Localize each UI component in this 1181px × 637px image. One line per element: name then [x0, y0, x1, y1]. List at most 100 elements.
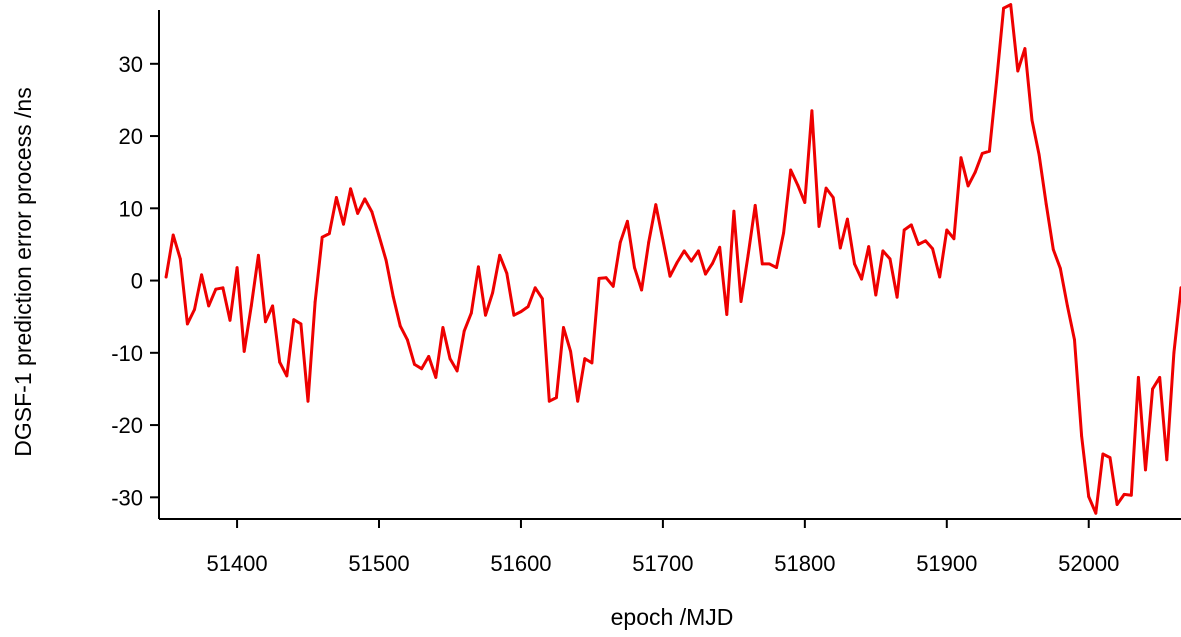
- x-tick-label: 52000: [1058, 551, 1119, 576]
- data-point: [824, 186, 828, 190]
- data-point: [370, 210, 374, 214]
- data-point: [831, 196, 835, 199]
- data-point: [966, 184, 970, 188]
- data-point: [689, 259, 693, 263]
- data-point: [413, 363, 416, 366]
- data-point: [1066, 304, 1069, 308]
- data-point: [221, 286, 225, 290]
- data-point: [342, 222, 345, 226]
- data-point: [576, 399, 580, 403]
- data-point: [626, 219, 629, 223]
- data-point: [434, 376, 438, 379]
- data-point: [796, 183, 800, 187]
- data-point: [789, 168, 793, 172]
- data-point: [590, 361, 594, 365]
- data-point: [1009, 3, 1013, 6]
- data-point: [711, 261, 714, 265]
- data-point: [1037, 153, 1041, 157]
- data-point: [902, 228, 906, 232]
- data-point: [917, 243, 920, 246]
- x-tick-label: 51700: [632, 551, 693, 576]
- data-point: [1115, 503, 1119, 506]
- data-point: [1137, 376, 1140, 379]
- data-point: [512, 313, 516, 317]
- data-point: [1101, 452, 1105, 456]
- data-point: [193, 308, 196, 311]
- y-ticks: -30 -20 -10 0 10 20 30: [111, 52, 159, 510]
- data-point: [1122, 493, 1126, 496]
- data-point: [271, 304, 274, 308]
- data-point: [697, 249, 700, 253]
- data-point: [455, 369, 459, 373]
- data-point: [448, 357, 452, 360]
- data-point: [803, 201, 807, 204]
- data-point: [1073, 338, 1076, 342]
- data-point: [313, 300, 317, 304]
- data-point: [988, 149, 991, 153]
- data-point: [867, 245, 871, 249]
- series-layer: [164, 3, 1181, 515]
- data-point: [214, 287, 218, 291]
- data-point: [704, 272, 707, 276]
- data-point: [398, 324, 402, 328]
- x-tick-label: 51900: [916, 551, 977, 576]
- data-point: [498, 253, 502, 257]
- data-point: [555, 396, 558, 399]
- data-point: [604, 276, 608, 280]
- data-point: [427, 355, 431, 358]
- data-point: [569, 350, 572, 353]
- data-point: [349, 187, 352, 191]
- data-point: [186, 322, 189, 326]
- y-tick-label: 20: [119, 124, 143, 149]
- data-point: [973, 170, 977, 174]
- x-tick-label: 51800: [774, 551, 835, 576]
- data-point: [1080, 434, 1083, 438]
- data-point: [1030, 118, 1034, 122]
- data-point: [718, 245, 722, 249]
- data-point: [242, 350, 246, 353]
- data-point: [1094, 511, 1098, 515]
- y-tick-label: -10: [111, 341, 143, 366]
- data-point: [782, 231, 785, 235]
- data-point: [931, 247, 934, 251]
- data-point: [257, 253, 260, 257]
- data-point: [959, 156, 963, 160]
- data-point: [1087, 495, 1091, 498]
- data-point: [1129, 493, 1133, 497]
- data-point: [356, 212, 360, 215]
- x-axis-title: epoch /MJD: [611, 604, 734, 630]
- y-tick-label: -20: [111, 413, 143, 438]
- axes: [158, 10, 1181, 520]
- data-point: [611, 284, 615, 288]
- data-point: [228, 318, 232, 322]
- data-point: [817, 225, 821, 228]
- data-point: [647, 240, 651, 244]
- data-point: [668, 274, 672, 278]
- data-point: [1108, 456, 1112, 459]
- data-point: [320, 235, 324, 239]
- data-point: [207, 304, 211, 308]
- data-point: [846, 217, 849, 221]
- data-point: [909, 223, 913, 227]
- data-point: [469, 311, 473, 315]
- data-point: [739, 300, 743, 303]
- data-point: [264, 320, 267, 324]
- data-point: [895, 295, 899, 299]
- data-point: [562, 326, 565, 329]
- data-point: [540, 297, 544, 300]
- data-point: [874, 293, 878, 297]
- data-point: [980, 152, 984, 155]
- data-point: [420, 367, 423, 371]
- data-point: [753, 204, 757, 207]
- data-point: [1002, 6, 1005, 10]
- data-point: [661, 238, 665, 242]
- data-point: [995, 80, 998, 84]
- data-point: [768, 262, 771, 266]
- data-point: [171, 233, 175, 237]
- data-point: [725, 313, 729, 316]
- data-point: [526, 305, 530, 308]
- data-point: [285, 374, 289, 378]
- data-point: [654, 203, 658, 207]
- data-point: [1051, 248, 1055, 251]
- data-point: [505, 271, 509, 275]
